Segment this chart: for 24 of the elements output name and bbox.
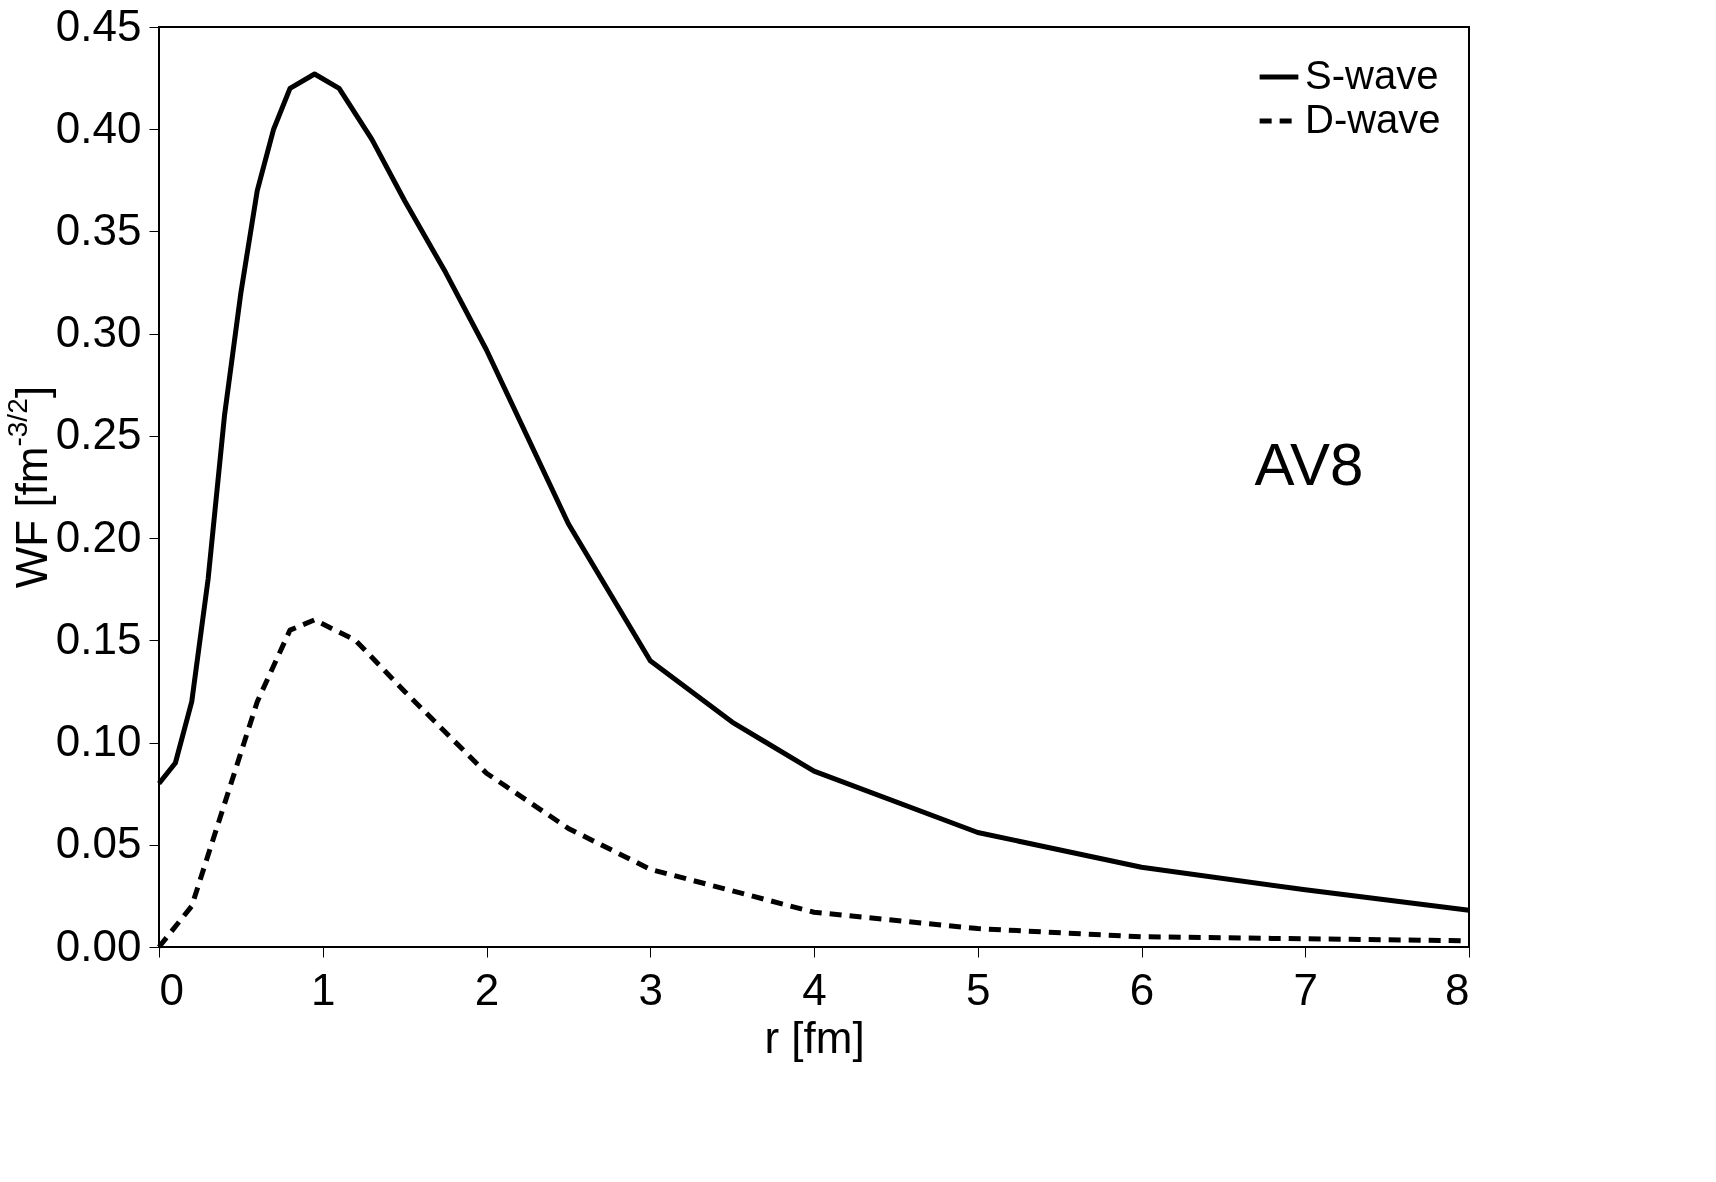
y-tick-label: 0.00 bbox=[55, 920, 142, 970]
legend-label: S-wave bbox=[1305, 53, 1439, 97]
y-tick-label: 0.20 bbox=[55, 511, 142, 561]
x-tick-label: 1 bbox=[311, 964, 336, 1014]
x-tick-label: 0 bbox=[159, 964, 184, 1014]
x-tick-label: 8 bbox=[1445, 964, 1470, 1014]
y-tick-label: 0.40 bbox=[55, 102, 142, 152]
x-tick-label: 4 bbox=[802, 964, 827, 1014]
x-tick-label: 3 bbox=[638, 964, 663, 1014]
x-tick-label: 5 bbox=[966, 964, 991, 1014]
y-tick-label: 0.15 bbox=[55, 613, 142, 663]
annotation: AV8 bbox=[1254, 431, 1364, 498]
legend-label: D-wave bbox=[1305, 97, 1441, 141]
x-axis-title: r [fm] bbox=[764, 1012, 865, 1062]
y-tick-label: 0.05 bbox=[55, 818, 142, 868]
y-tick-label: 0.10 bbox=[55, 716, 142, 766]
x-tick-label: 7 bbox=[1293, 964, 1318, 1014]
x-tick-label: 2 bbox=[474, 964, 500, 1014]
x-tick-label: 6 bbox=[1129, 964, 1155, 1014]
y-tick-label: 0.25 bbox=[55, 409, 142, 459]
y-tick-label: 0.35 bbox=[55, 204, 142, 254]
y-axis-title: WF [fm-3/2] bbox=[2, 385, 56, 589]
y-tick-label: 0.30 bbox=[55, 307, 142, 357]
y-tick-label: 0.45 bbox=[55, 0, 142, 50]
